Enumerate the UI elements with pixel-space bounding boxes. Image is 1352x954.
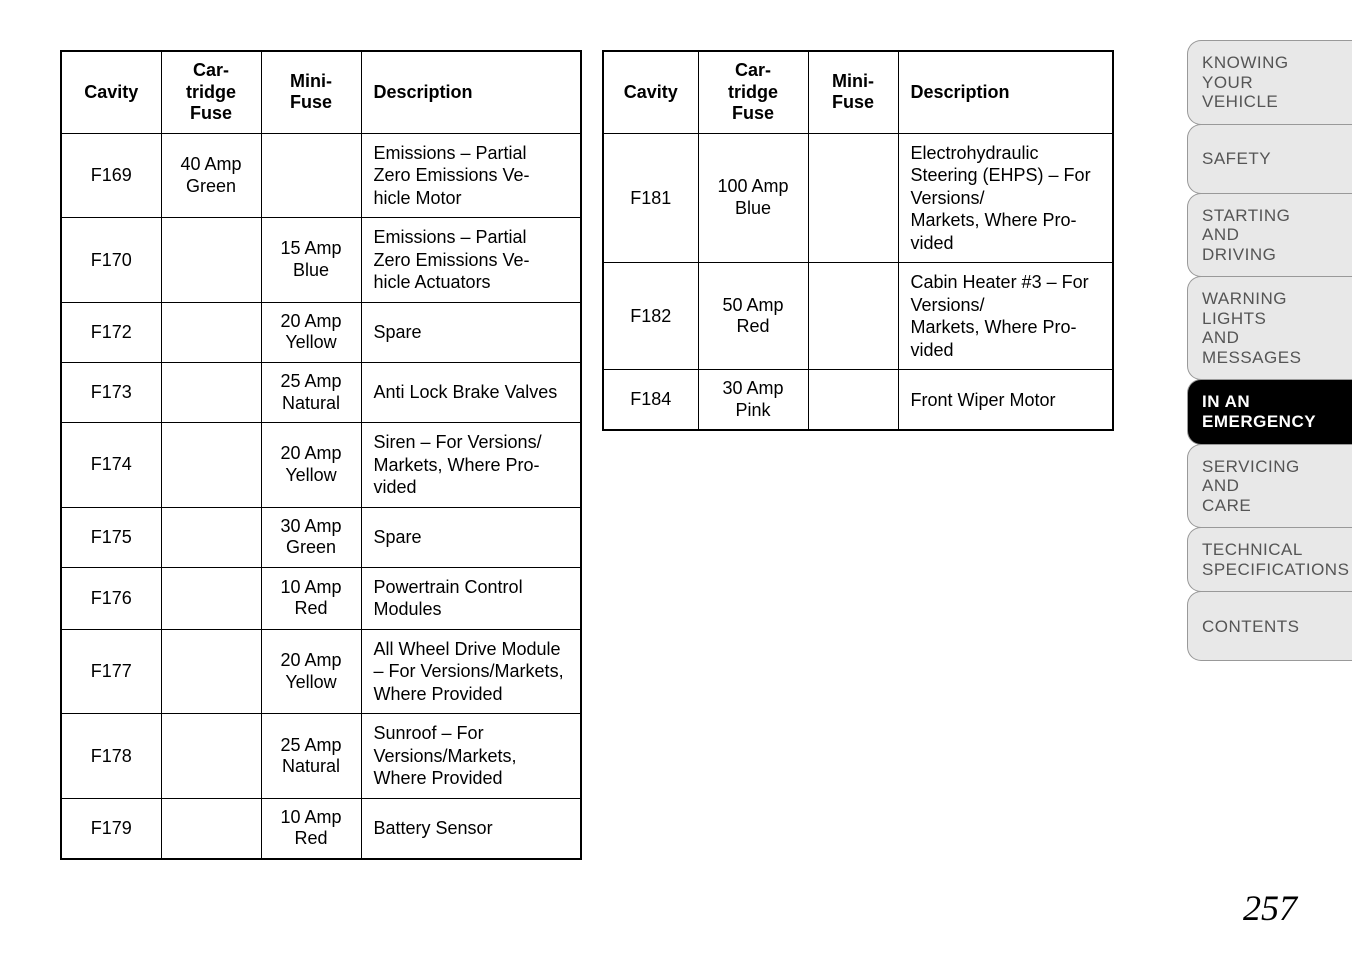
nav-item-label: KNOWINGYOURVEHICLE (1202, 53, 1289, 112)
cell-description: Emissions – Partial Zero Emissions Ve-hi… (361, 218, 581, 303)
nav-item[interactable]: SERVICINGANDCARE (1187, 444, 1352, 529)
cell-description: Anti Lock Brake Valves (361, 362, 581, 422)
nav-item-label: STARTINGANDDRIVING (1202, 206, 1290, 265)
cell-description: Siren – For Versions/Markets, Where Pro-… (361, 423, 581, 508)
nav-item-label: IN ANEMERGENCY (1202, 392, 1316, 431)
cell-cartridge (161, 629, 261, 714)
cell-description: Sunroof – For Versions/Markets, Where Pr… (361, 714, 581, 799)
cell-cavity: F170 (61, 218, 161, 303)
cell-description: Cabin Heater #3 – For Versions/Markets, … (898, 263, 1113, 370)
cell-mini (261, 133, 361, 218)
nav-item[interactable]: TECHNICALSPECIFICATIONS (1187, 527, 1352, 592)
nav-item-label: TECHNICALSPECIFICATIONS (1202, 540, 1349, 579)
cell-description: Front Wiper Motor (898, 370, 1113, 431)
cell-cartridge (161, 302, 261, 362)
table-row: F184 30 AmpPink Front Wiper Motor (603, 370, 1113, 431)
table-row: F175 30 AmpGreen Spare (61, 507, 581, 567)
nav-item-label: WARNINGLIGHTSANDMESSAGES (1202, 289, 1301, 367)
cell-description: All Wheel Drive Module – For Versions/Ma… (361, 629, 581, 714)
nav-item-label: SERVICINGANDCARE (1202, 457, 1300, 516)
table-row: F182 50 AmpRed Cabin Heater #3 – For Ver… (603, 263, 1113, 370)
header-description: Description (361, 51, 581, 133)
cell-cavity: F174 (61, 423, 161, 508)
navigation-sidebar: KNOWINGYOURVEHICLE SAFETY STARTINGANDDRIVI… (1187, 40, 1352, 660)
cell-cavity: F182 (603, 263, 698, 370)
fuse-table-2: Cavity Car-tridgeFuse Mini-Fuse Descript… (602, 50, 1114, 860)
table-row: F170 15 AmpBlue Emissions – Partial Zero… (61, 218, 581, 303)
nav-item-label: CONTENTS (1202, 617, 1300, 637)
nav-item[interactable]: CONTENTS (1187, 591, 1352, 661)
header-mini: Mini-Fuse (808, 51, 898, 133)
cell-cartridge (161, 218, 261, 303)
cell-cartridge: 30 AmpPink (698, 370, 808, 431)
table-row: F174 20 AmpYellow Siren – For Versions/M… (61, 423, 581, 508)
header-cavity: Cavity (603, 51, 698, 133)
nav-item[interactable]: WARNINGLIGHTSANDMESSAGES (1187, 276, 1352, 380)
header-description: Description (898, 51, 1113, 133)
table-row: F179 10 AmpRed Battery Sensor (61, 798, 581, 859)
cell-mini: 20 AmpYellow (261, 302, 361, 362)
cell-mini: 15 AmpBlue (261, 218, 361, 303)
nav-item[interactable]: KNOWINGYOURVEHICLE (1187, 40, 1352, 125)
cell-cartridge (161, 423, 261, 508)
cell-cartridge: 40 AmpGreen (161, 133, 261, 218)
cell-description: Battery Sensor (361, 798, 581, 859)
cell-cartridge: 100 AmpBlue (698, 133, 808, 263)
cell-mini: 25 AmpNatural (261, 714, 361, 799)
cell-description: Spare (361, 507, 581, 567)
table-row: F172 20 AmpYellow Spare (61, 302, 581, 362)
cell-mini: 20 AmpYellow (261, 423, 361, 508)
page-number: 257 (1243, 887, 1297, 929)
cell-description: Spare (361, 302, 581, 362)
cell-description: Powertrain Control Modules (361, 567, 581, 629)
cell-cartridge (161, 714, 261, 799)
table-row: F178 25 AmpNatural Sunroof – For Version… (61, 714, 581, 799)
table-row: F177 20 AmpYellow All Wheel Drive Module… (61, 629, 581, 714)
cell-cavity: F172 (61, 302, 161, 362)
header-cartridge: Car-tridgeFuse (698, 51, 808, 133)
nav-item[interactable]: STARTINGANDDRIVING (1187, 193, 1352, 278)
table-row: F169 40 AmpGreen Emissions – Partial Zer… (61, 133, 581, 218)
nav-item[interactable]: SAFETY (1187, 124, 1352, 194)
cell-cavity: F176 (61, 567, 161, 629)
cell-cavity: F169 (61, 133, 161, 218)
cell-mini: 25 AmpNatural (261, 362, 361, 422)
cell-description: Electrohydraulic Steering (EHPS) – For V… (898, 133, 1113, 263)
cell-cavity: F178 (61, 714, 161, 799)
header-cartridge: Car-tridgeFuse (161, 51, 261, 133)
cell-cavity: F177 (61, 629, 161, 714)
cell-mini (808, 370, 898, 431)
cell-mini: 10 AmpRed (261, 798, 361, 859)
cell-mini (808, 133, 898, 263)
nav-item[interactable]: IN ANEMERGENCY (1187, 379, 1352, 444)
nav-item-label: SAFETY (1202, 149, 1271, 169)
cell-cavity: F179 (61, 798, 161, 859)
cell-mini: 10 AmpRed (261, 567, 361, 629)
cell-cartridge (161, 362, 261, 422)
cell-mini: 20 AmpYellow (261, 629, 361, 714)
table-row: F176 10 AmpRed Powertrain Control Module… (61, 567, 581, 629)
fuse-table-1: Cavity Car-tridgeFuse Mini-Fuse Descript… (60, 50, 582, 860)
cell-mini: 30 AmpGreen (261, 507, 361, 567)
cell-cartridge (161, 507, 261, 567)
cell-cartridge: 50 AmpRed (698, 263, 808, 370)
cell-cavity: F175 (61, 507, 161, 567)
cell-cartridge (161, 798, 261, 859)
cell-cavity: F184 (603, 370, 698, 431)
header-mini: Mini-Fuse (261, 51, 361, 133)
cell-cavity: F173 (61, 362, 161, 422)
table-row: F173 25 AmpNatural Anti Lock Brake Valve… (61, 362, 581, 422)
cell-cavity: F181 (603, 133, 698, 263)
cell-mini (808, 263, 898, 370)
cell-description: Emissions – Partial Zero Emissions Ve-hi… (361, 133, 581, 218)
header-cavity: Cavity (61, 51, 161, 133)
table-row: F181 100 AmpBlue Electrohydraulic Steeri… (603, 133, 1113, 263)
cell-cartridge (161, 567, 261, 629)
